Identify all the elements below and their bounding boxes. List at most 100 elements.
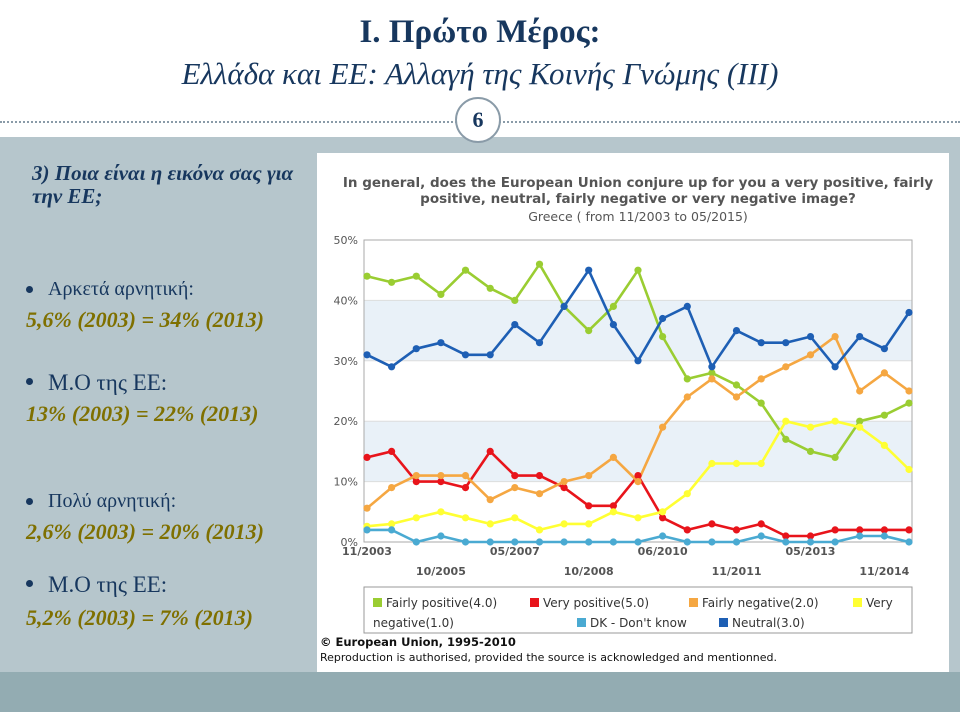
data-point-very-negative (831, 417, 839, 425)
bullet-label: Μ.Ο της ΕΕ: (48, 572, 168, 597)
data-point-neutral (609, 321, 617, 329)
data-point-neutral (437, 339, 445, 347)
question-text: 3) Ποια είναι η εικόνα σας για την ΕΕ; (32, 161, 294, 208)
data-point-neutral (905, 308, 913, 317)
data-point-dk-don-t-know (585, 538, 593, 546)
legend-swatch-fairly-negative (689, 598, 698, 607)
bullet-dot-icon (26, 580, 33, 587)
data-point-neutral (585, 266, 593, 274)
data-point-dk-don-t-know (757, 532, 765, 540)
data-point-fairly-positive (856, 417, 864, 425)
line-chart: In general, does the European Union conj… (320, 175, 933, 664)
bullet-label: Πολύ αρνητική: (48, 490, 177, 512)
data-point-very-positive (659, 514, 667, 522)
data-point-fairly-positive (683, 375, 691, 383)
bullet-dot-icon (26, 498, 33, 505)
data-point-fairly-negative (880, 369, 889, 377)
data-point-very-negative (806, 423, 815, 431)
data-point-dk-don-t-know (437, 532, 445, 540)
data-point-very-negative (708, 459, 716, 468)
data-point-fairly-positive (880, 411, 889, 419)
data-point-fairly-negative (831, 333, 839, 341)
data-point-fairly-negative (634, 478, 642, 486)
data-point-fairly-negative (511, 484, 519, 492)
x-tick-label: 10/2005 (416, 565, 466, 578)
data-point-fairly-negative (388, 484, 396, 492)
data-point-very-positive (683, 526, 691, 534)
data-point-very-negative (461, 514, 470, 522)
data-point-dk-don-t-know (535, 538, 544, 546)
data-point-very-negative (905, 465, 913, 474)
data-point-fairly-negative (437, 472, 445, 480)
legend-label-very-negative-cont: negative(1.0) (373, 616, 454, 630)
data-point-fairly-positive (486, 284, 494, 292)
data-point-dk-don-t-know (363, 526, 371, 534)
legend-box (363, 586, 913, 634)
y-tick-label: 40% (334, 294, 358, 307)
data-point-very-positive (856, 526, 864, 534)
data-point-fairly-negative (609, 453, 617, 461)
data-point-very-positive (831, 526, 839, 534)
page-number-badge: 6 (455, 97, 501, 143)
data-point-dk-don-t-know (856, 532, 864, 540)
data-point-neutral (683, 302, 691, 310)
copyright-text: © European Union, 1995-2010 (320, 635, 516, 649)
data-point-very-negative (535, 526, 544, 534)
data-point-very-positive (461, 484, 470, 492)
data-point-very-positive (412, 478, 420, 486)
y-tick-label: 0% (341, 536, 358, 549)
legend-label-fairly-negative: Fairly negative(2.0) (702, 596, 819, 610)
data-point-neutral (757, 339, 765, 347)
chart-subtitle: Greece ( from 11/2003 to 05/2015) (528, 209, 748, 224)
data-point-very-positive (388, 447, 396, 455)
data-point-fairly-negative (757, 375, 765, 383)
data-point-very-negative (880, 441, 889, 449)
slide-subtitle: Ελλάδα και ΕΕ: Αλλαγή της Κοινής Γνώμης … (181, 56, 779, 91)
data-point-very-positive (560, 484, 568, 492)
x-tick-label: 11/2003 (342, 545, 392, 558)
data-point-dk-don-t-know (782, 538, 790, 546)
y-tick-label: 20% (334, 415, 358, 428)
legend-swatch-very-positive (530, 598, 539, 607)
data-point-neutral (782, 339, 790, 347)
data-point-dk-don-t-know (609, 538, 617, 546)
grid-band (364, 421, 912, 482)
x-tick-label: 11/2011 (712, 565, 762, 578)
data-point-neutral (363, 351, 371, 359)
data-point-very-positive (905, 526, 913, 534)
slide-title: Ι. Πρώτο Μέρος: (359, 14, 601, 50)
data-point-very-negative (634, 514, 642, 522)
data-point-very-positive (757, 520, 765, 528)
data-point-very-positive (363, 453, 371, 461)
bullet-value: 5,6% (2003) = 34% (2013) (26, 307, 264, 332)
data-point-dk-don-t-know (511, 538, 519, 546)
data-point-dk-don-t-know (905, 538, 913, 546)
data-point-dk-don-t-know (683, 538, 691, 546)
data-point-very-negative (659, 508, 667, 516)
data-point-very-negative (437, 508, 445, 516)
data-point-fairly-positive (363, 272, 371, 280)
data-point-very-positive (634, 472, 642, 480)
data-point-very-negative (412, 514, 420, 522)
legend-swatch-dont-know (577, 618, 586, 627)
data-point-fairly-negative (856, 387, 864, 395)
data-point-neutral (535, 339, 544, 347)
chart-title-line-2: positive, neutral, fairly negative or ve… (420, 191, 856, 207)
data-point-fairly-positive (831, 453, 839, 461)
data-point-fairly-negative (461, 472, 470, 480)
data-point-fairly-negative (905, 387, 913, 395)
data-point-neutral (732, 327, 741, 335)
data-point-dk-don-t-know (560, 538, 568, 546)
chart-title-line-1: In general, does the European Union conj… (343, 175, 933, 191)
bullet-value: 5,2% (2003) = 7% (2013) (26, 605, 253, 630)
data-point-neutral (560, 302, 568, 310)
bullet-value: 13% (2003) = 22% (2013) (26, 401, 259, 426)
x-tick-label: 05/2007 (490, 545, 540, 558)
data-point-fairly-negative (732, 393, 741, 401)
data-point-fairly-positive (585, 327, 593, 335)
data-point-fairly-positive (634, 266, 642, 274)
data-point-neutral (806, 333, 815, 341)
plot-area-border (363, 239, 913, 543)
data-point-very-positive (880, 526, 889, 534)
legend-label-very-negative: Very (866, 596, 893, 610)
